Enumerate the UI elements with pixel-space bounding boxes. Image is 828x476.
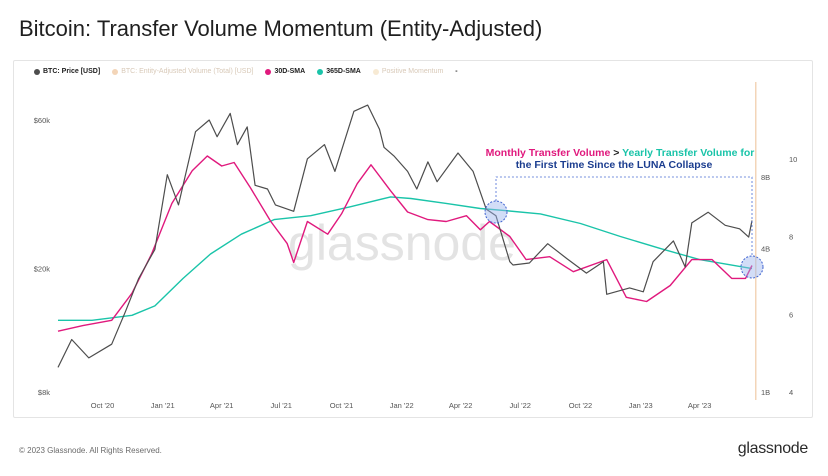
series-btc-price-usd — [57, 104, 753, 368]
x-tick-label: Jan '21 — [151, 401, 175, 410]
legend-swatch — [112, 68, 119, 75]
legend-item[interactable]: BTC: Entity-Adjusted Volume (Total) [USD… — [112, 68, 253, 75]
y-left-tick-label: $20k — [34, 264, 51, 273]
legend-label: 365D-SMA — [326, 68, 361, 75]
chart-legend: BTC: Price [USD] BTC: Entity-Adjusted Vol… — [34, 68, 458, 75]
legend-swatch — [372, 68, 379, 75]
x-tick-label: Jan '23 — [629, 401, 653, 410]
legend-swatch — [317, 68, 324, 75]
legend-item[interactable]: 365D-SMA — [317, 68, 361, 75]
x-tick-label: Oct '20 — [91, 401, 115, 410]
annotation-monthly: Monthly Transfer Volume — [486, 147, 611, 159]
x-tick-label: Oct '22 — [569, 401, 593, 410]
legend-label: Positive Momentum — [381, 68, 444, 75]
x-tick-label: Apr '22 — [449, 401, 473, 410]
annotation-gt: > — [610, 147, 622, 159]
y-right-volume-tick-label: 8B — [761, 173, 770, 182]
footer-logo: glassnode — [737, 440, 809, 457]
y-right-volume-tick-label: 4B — [761, 245, 770, 254]
page-title: Bitcoin: Transfer Volume Momentum (Entit… — [19, 16, 543, 41]
annotation-yearly: Yearly Transfer Volume for — [622, 147, 754, 159]
legend-item[interactable]: Positive Momentum — [372, 68, 444, 75]
chart-panel — [13, 60, 813, 418]
watermark: glassnode — [288, 215, 516, 271]
y-left-tick-label: $8k — [38, 388, 50, 397]
annotation-line2: the First Time Since the LUNA Collapse — [516, 159, 713, 171]
x-tick-label: Jan '22 — [390, 401, 414, 410]
highlight-circle — [484, 200, 508, 224]
annotation-connector — [495, 176, 753, 257]
annotation-line1: Monthly Transfer Volume > Yearly Transfe… — [486, 147, 755, 159]
y-right-tick-label: 8 — [789, 233, 793, 242]
legend-item[interactable]: BTC: Price [USD] — [34, 68, 100, 75]
x-tick-label: Oct '21 — [330, 401, 354, 410]
y-right-tick-label: 10 — [789, 155, 797, 164]
legend-item[interactable]: - — [455, 68, 457, 75]
legend-swatch — [265, 68, 272, 75]
legend-item[interactable]: 30D-SMA — [265, 68, 305, 75]
legend-label: - — [455, 68, 458, 75]
y-left-tick-label: $60k — [34, 116, 51, 125]
y-right-tick-label: 4 — [789, 388, 793, 397]
x-tick-label: Apr '23 — [688, 401, 712, 410]
footer-copyright: © 2023 Glassnode. All Rights Reserved. — [19, 446, 162, 455]
volume-right-edge — [755, 82, 757, 400]
series-30d-sma — [57, 155, 753, 332]
x-tick-label: Jul '21 — [271, 401, 292, 410]
legend-label: BTC: Entity-Adjusted Volume (Total) [USD… — [121, 68, 254, 75]
y-right-tick-label: 6 — [789, 310, 793, 319]
x-tick-label: Apr '21 — [210, 401, 234, 410]
legend-swatch — [34, 68, 40, 75]
series-365d-sma — [58, 196, 753, 321]
highlight-circle — [740, 255, 764, 279]
y-right-volume-tick-label: 1B — [761, 388, 770, 397]
x-tick-label: Jul '22 — [510, 401, 531, 410]
legend-label: BTC: Price [USD] — [43, 68, 101, 75]
legend-label: 30D-SMA — [274, 68, 306, 75]
